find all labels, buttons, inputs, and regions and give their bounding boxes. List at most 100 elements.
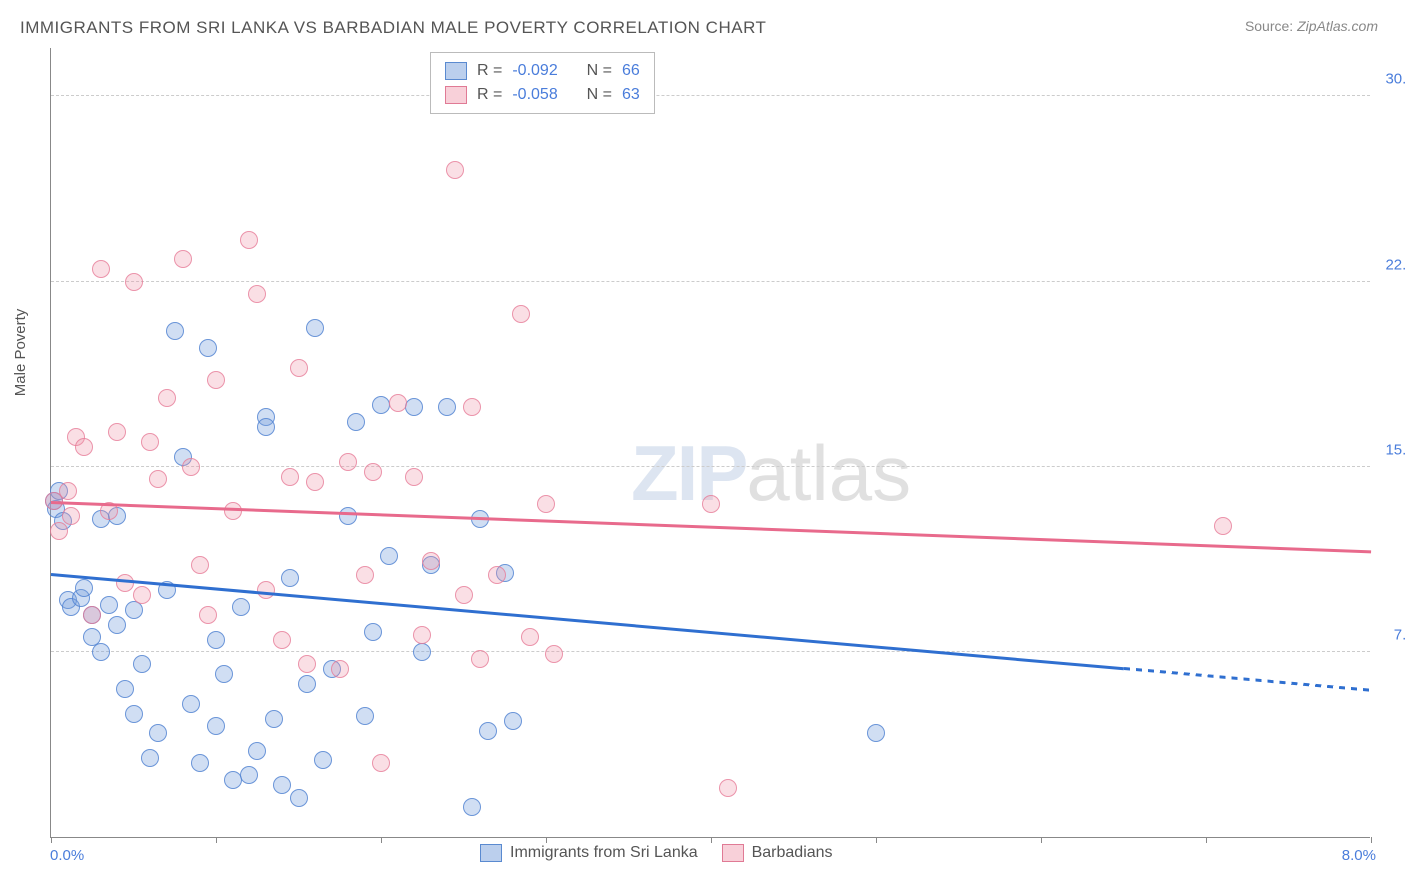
data-point — [521, 628, 539, 646]
y-axis-title: Male Poverty — [12, 309, 29, 397]
data-point — [166, 322, 184, 340]
data-point — [471, 650, 489, 668]
legend-row-series2: R = -0.058 N = 63 — [445, 83, 640, 107]
x-tick — [1206, 837, 1207, 843]
legend-item-series2: Barbadians — [722, 844, 833, 862]
data-point — [191, 556, 209, 574]
data-point — [174, 250, 192, 268]
data-point — [240, 766, 258, 784]
data-point — [702, 495, 720, 513]
data-point — [306, 473, 324, 491]
data-point — [133, 586, 151, 604]
source-value: ZipAtlas.com — [1297, 18, 1378, 34]
data-point — [389, 394, 407, 412]
data-point — [141, 749, 159, 767]
data-point — [339, 507, 357, 525]
trend-line — [1123, 667, 1371, 691]
x-axis-min-label: 0.0% — [50, 847, 84, 864]
x-tick — [381, 837, 382, 843]
data-point — [207, 371, 225, 389]
data-point — [347, 413, 365, 431]
legend-series2-label: Barbadians — [752, 844, 833, 862]
y-tick-label: 22.5% — [1385, 256, 1406, 273]
data-point — [240, 231, 258, 249]
data-point — [463, 798, 481, 816]
legend-swatch-pink — [722, 844, 744, 862]
data-point — [455, 586, 473, 604]
data-point — [207, 631, 225, 649]
data-point — [356, 707, 374, 725]
data-point — [75, 438, 93, 456]
y-tick-label: 15.0% — [1385, 441, 1406, 458]
data-point — [537, 495, 555, 513]
data-point — [207, 717, 225, 735]
gridline — [51, 95, 1370, 96]
x-tick — [1371, 837, 1372, 843]
data-point — [380, 547, 398, 565]
data-point — [257, 581, 275, 599]
data-point — [438, 398, 456, 416]
data-point — [339, 453, 357, 471]
data-point — [1214, 517, 1232, 535]
legend-swatch-blue — [480, 844, 502, 862]
data-point — [422, 552, 440, 570]
legend-correlation-box: R = -0.092 N = 66 R = -0.058 N = 63 — [430, 52, 655, 114]
data-point — [867, 724, 885, 742]
data-point — [281, 468, 299, 486]
data-point — [92, 260, 110, 278]
scatter-plot-area: ZIPatlas 7.5%15.0%22.5%30.0% — [50, 48, 1370, 838]
data-point — [356, 566, 374, 584]
data-point — [100, 596, 118, 614]
data-point — [306, 319, 324, 337]
data-point — [463, 398, 481, 416]
data-point — [248, 285, 266, 303]
data-point — [504, 712, 522, 730]
data-point — [62, 507, 80, 525]
data-point — [125, 273, 143, 291]
data-point — [281, 569, 299, 587]
data-point — [199, 339, 217, 357]
data-point — [149, 470, 167, 488]
data-point — [125, 705, 143, 723]
legend-row-series1: R = -0.092 N = 66 — [445, 59, 640, 83]
data-point — [182, 695, 200, 713]
x-tick — [711, 837, 712, 843]
legend-item-series1: Immigrants from Sri Lanka — [480, 844, 698, 862]
data-point — [446, 161, 464, 179]
legend-N1-value: 66 — [622, 59, 640, 83]
data-point — [719, 779, 737, 797]
data-point — [116, 680, 134, 698]
data-point — [372, 396, 390, 414]
x-tick — [1041, 837, 1042, 843]
data-point — [116, 574, 134, 592]
data-point — [273, 776, 291, 794]
legend-series1-label: Immigrants from Sri Lanka — [510, 844, 698, 862]
legend-R2-value: -0.058 — [512, 83, 557, 107]
chart-title: IMMIGRANTS FROM SRI LANKA VS BARBADIAN M… — [20, 18, 766, 38]
gridline — [51, 651, 1370, 652]
legend-R-label: R = — [477, 83, 502, 107]
data-point — [158, 389, 176, 407]
data-point — [108, 423, 126, 441]
x-tick — [216, 837, 217, 843]
data-point — [298, 655, 316, 673]
data-point — [331, 660, 349, 678]
data-point — [545, 645, 563, 663]
gridline — [51, 281, 1370, 282]
x-tick — [546, 837, 547, 843]
legend-N2-value: 63 — [622, 83, 640, 107]
data-point — [364, 463, 382, 481]
data-point — [265, 710, 283, 728]
watermark-zip: ZIP — [631, 429, 746, 517]
data-point — [364, 623, 382, 641]
data-point — [488, 566, 506, 584]
data-point — [372, 754, 390, 772]
gridline — [51, 466, 1370, 467]
data-point — [199, 606, 217, 624]
data-point — [141, 433, 159, 451]
legend-N-label: N = — [587, 83, 612, 107]
chart-source: Source: ZipAtlas.com — [1245, 18, 1378, 34]
y-tick-label: 30.0% — [1385, 71, 1406, 88]
data-point — [75, 579, 93, 597]
legend-swatch-blue — [445, 62, 467, 80]
